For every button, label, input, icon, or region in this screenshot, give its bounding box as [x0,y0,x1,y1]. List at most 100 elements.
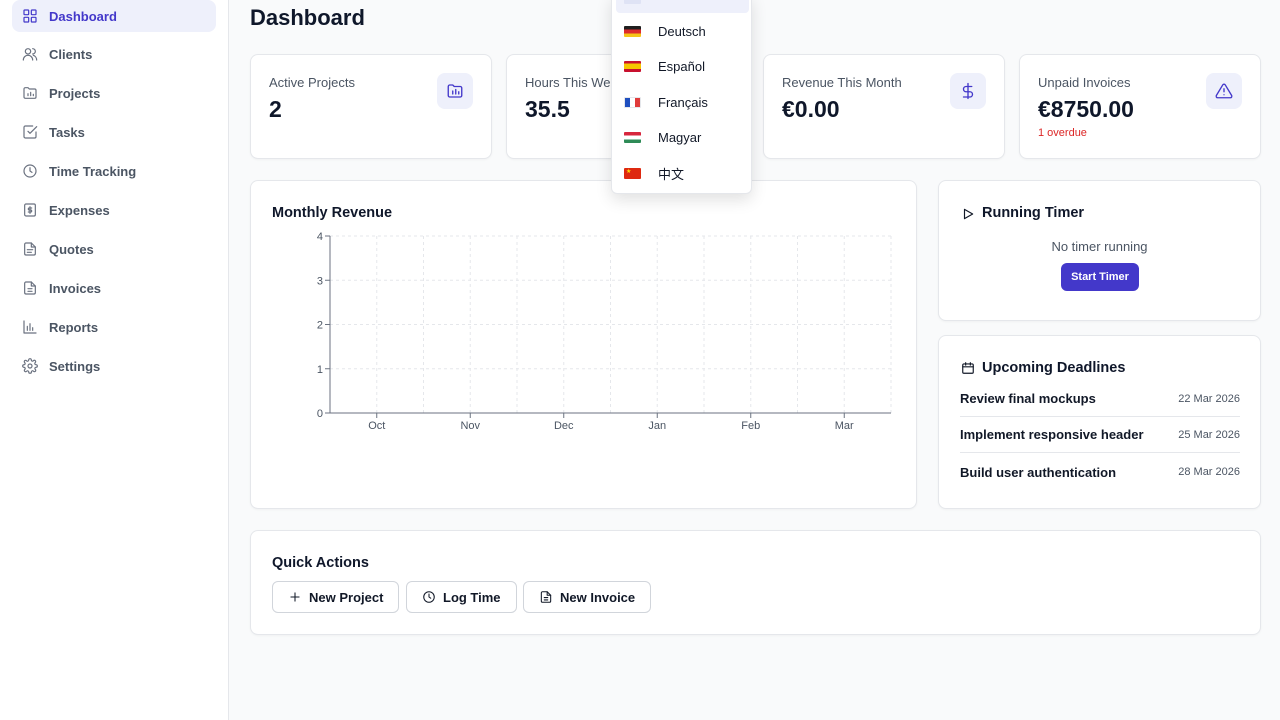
language-option-espanol[interactable]: Español [616,51,749,81]
dollar-icon [950,73,986,109]
stat-value: 2 [269,96,282,122]
y-tick-label: 0 [317,408,323,420]
french-flag-icon [624,96,641,108]
deadline-row[interactable]: Review final mockups 22 Mar 2026 [960,381,1240,417]
language-option-magyar[interactable]: Magyar [616,122,749,152]
sidebar-item-expenses[interactable]: Expenses [12,194,216,226]
deadline-date: 25 Mar 2026 [1178,428,1240,441]
stat-value: €0.00 [782,96,840,122]
clock-icon [22,163,38,179]
sidebar-item-label: Quotes [49,241,94,257]
timer-status: No timer running [1051,239,1148,254]
deadline-name: Review final mockups [960,391,1096,406]
x-tick-label: Dec [554,420,574,432]
sidebar-item-reports[interactable]: Reports [12,311,216,343]
checkbox-icon [22,124,38,140]
german-flag-icon [624,25,641,37]
language-label: Deutsch [658,23,706,39]
sidebar-item-dashboard[interactable]: Dashboard [12,0,216,32]
language-option-deutsch[interactable]: Deutsch [616,16,749,46]
y-tick-label: 4 [317,231,323,243]
language-label: Español [658,58,705,74]
language-dropdown: Deutsch Español Français Magyar ★ 中文 [611,0,752,194]
chart-title: Monthly Revenue [272,205,393,221]
language-option-chinese[interactable]: ★ 中文 [616,158,749,188]
sidebar-item-label: Projects [49,85,101,101]
play-icon [961,207,975,221]
sidebar-item-projects[interactable]: Projects [12,77,216,109]
running-timer-card: Running Timer No timer running Start Tim… [938,180,1261,321]
stat-card-revenue-this-month: Revenue This Month €0.00 [763,54,1005,159]
deadline-row[interactable]: Build user authentication 28 Mar 2026 [960,454,1240,490]
y-tick-label: 1 [317,364,323,376]
sidebar-item-label: Reports [49,319,99,335]
stat-label: Active Projects [269,75,355,90]
calendar-icon [961,361,975,375]
deadline-date: 28 Mar 2026 [1178,466,1240,478]
sidebar-item-quotes[interactable]: Quotes [12,233,216,265]
deadline-date: 22 Mar 2026 [1178,392,1240,405]
new-project-button[interactable]: New Project [272,581,400,613]
sidebar-item-label: Invoices [49,280,102,296]
sidebar-item-settings[interactable]: Settings [12,350,216,382]
button-label: Log Time [443,589,501,605]
hungarian-flag-icon [624,131,641,143]
sidebar-item-clients[interactable]: Clients [12,38,216,70]
warning-icon [1206,73,1242,109]
sidebar-item-label: Expenses [49,202,110,218]
document-icon [22,241,38,257]
spanish-flag-icon [624,60,641,72]
folder-icon [22,85,38,101]
x-tick-label: Oct [368,420,385,432]
upcoming-deadlines-card: Upcoming Deadlines Review final mockups … [938,335,1261,509]
bar-chart-icon [22,319,38,335]
gear-icon [22,358,38,374]
stat-label: Hours This Week [525,75,625,90]
sidebar-item-label: Time Tracking [49,163,137,179]
stat-card-active-projects: Active Projects 2 [250,54,492,159]
dashboard-icon [22,8,38,24]
y-tick-label: 3 [317,275,323,287]
button-label: New Project [309,589,384,605]
deadline-name: Build user authentication [960,464,1117,480]
sidebar: Dashboard Clients Projects Tasks Time Tr… [0,0,229,720]
language-option-francais[interactable]: Français [616,87,749,117]
invoice-icon [22,280,38,296]
stat-card-unpaid-invoices: Unpaid Invoices €8750.00 1 overdue [1019,54,1261,159]
deadline-row[interactable]: Implement responsive header 25 Mar 2026 [960,417,1240,453]
language-option-english[interactable] [616,0,749,13]
x-tick-label: Feb [741,420,760,432]
receipt-icon [22,202,38,218]
plus-icon [288,590,302,604]
sidebar-item-tasks[interactable]: Tasks [12,116,216,148]
stat-value: €8750.00 [1038,96,1134,122]
stat-label: Revenue This Month [782,75,902,90]
sidebar-item-label: Clients [49,46,93,62]
overdue-note: 1 overdue [1038,127,1087,139]
log-time-button[interactable]: Log Time [406,581,517,613]
start-timer-button[interactable]: Start Timer [1061,263,1139,291]
sidebar-item-label: Dashboard [49,8,117,24]
x-tick-label: Jan [648,420,666,432]
timer-title: Running Timer [982,205,1085,221]
quick-actions-title: Quick Actions [272,555,369,571]
quick-actions-card: Quick Actions New Project Log Time New I… [250,530,1261,635]
monthly-revenue-card: Monthly Revenue 0 1 2 3 4 Oct Nov Dec Jan Feb Mar [250,180,917,509]
language-label: Magyar [658,129,702,145]
x-tick-label: Mar [835,420,854,432]
sidebar-item-label: Tasks [49,124,85,140]
stat-value: 35.5 [525,96,570,122]
sidebar-item-invoices[interactable]: Invoices [12,272,216,304]
chinese-flag-icon: ★ [624,167,641,179]
sidebar-item-time-tracking[interactable]: Time Tracking [12,155,216,187]
revenue-chart: 0 1 2 3 4 Oct Nov Dec Jan Feb Mar [317,231,892,432]
y-tick-label: 2 [317,320,323,332]
document-icon [539,590,553,604]
deadlines-title: Upcoming Deadlines [982,360,1126,376]
deadline-name: Implement responsive header [960,427,1144,442]
new-invoice-button[interactable]: New Invoice [523,581,652,613]
english-flag-icon [624,0,641,4]
clock-icon [422,590,436,604]
language-label: Français [658,94,708,110]
stat-label: Unpaid Invoices [1038,75,1131,90]
